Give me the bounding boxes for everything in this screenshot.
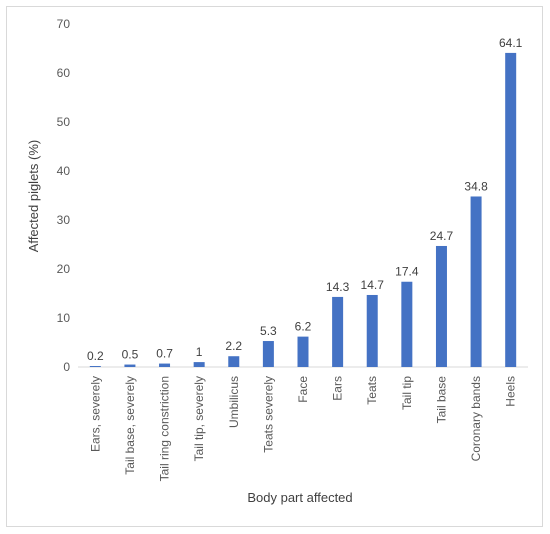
y-axis-ticks: 0 10 20 30 40 50 60 70 [57, 17, 71, 374]
x-tick-label: Ears, severely [88, 376, 102, 452]
data-label: 0.2 [87, 349, 104, 363]
x-tick-label: Umbilicus [227, 376, 241, 428]
bar [262, 341, 274, 367]
bar [505, 52, 517, 367]
x-tick-label: Teats severely [261, 376, 275, 453]
data-label: 14.7 [361, 278, 385, 292]
x-tick-label: Ears [331, 376, 345, 401]
data-label: 34.8 [464, 179, 488, 193]
data-label: 17.4 [395, 265, 419, 279]
y-tick-label: 30 [57, 213, 71, 227]
y-tick-label: 40 [57, 164, 71, 178]
x-tick-label: Teats [365, 376, 379, 405]
y-tick-label: 10 [57, 311, 71, 325]
y-tick-label: 20 [57, 262, 71, 276]
x-axis-title: Body part affected [247, 490, 352, 505]
x-tick-label: Tail tip, severely [192, 376, 206, 461]
x-tick-label: Coronary bands [469, 376, 483, 461]
data-labels: 0.2 0.5 0.7 1 2.2 5.3 6.2 14.3 14.7 17.4 24.7 34.8 6… [87, 36, 523, 363]
bar [297, 336, 309, 367]
y-tick-label: 50 [57, 115, 71, 129]
y-tick-label: 70 [57, 17, 71, 31]
bar [470, 196, 482, 367]
data-label: 24.7 [430, 229, 454, 243]
x-tick-label: Tail base, severely [123, 376, 137, 475]
bar [332, 296, 344, 367]
x-tick-label: Tail base [434, 376, 448, 424]
x-tick-label: Face [296, 376, 310, 403]
bar [401, 281, 413, 367]
bars [89, 52, 517, 367]
data-label: 1 [196, 345, 203, 359]
data-label: 0.7 [156, 347, 173, 361]
data-label: 6.2 [295, 320, 312, 334]
bar [159, 363, 171, 367]
y-tick-label: 60 [57, 66, 71, 80]
chart-frame [6, 6, 543, 527]
x-tick-label: Tail tip [400, 376, 414, 410]
bar [366, 294, 378, 367]
data-label: 0.5 [122, 348, 139, 362]
x-tick-label: Tail ring constriction [158, 376, 172, 481]
data-label: 64.1 [499, 36, 523, 50]
x-tick-label: Heels [504, 376, 518, 407]
x-axis-ticks: Ears, severely Tail base, severely Tail ri… [88, 376, 517, 482]
y-tick-label: 0 [63, 360, 70, 374]
y-axis-title: Affected piglets (%) [26, 140, 41, 252]
bar [193, 362, 205, 367]
data-label: 5.3 [260, 324, 277, 338]
bar [228, 356, 240, 367]
bar [435, 245, 447, 367]
data-label: 14.3 [326, 280, 350, 294]
bar [89, 366, 101, 367]
bar [124, 364, 136, 367]
data-label: 2.2 [225, 339, 242, 353]
